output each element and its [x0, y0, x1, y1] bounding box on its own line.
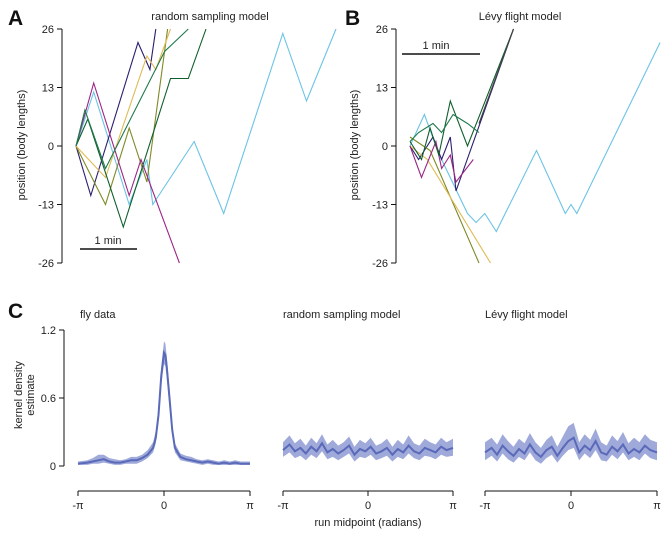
panel-b-trajectory-line — [409, 136, 480, 264]
panel-c-fly-data-x-tick-label: -π — [72, 500, 84, 512]
panel-c-levy-flight-plot: Lévy flight model -π 0 π — [479, 309, 661, 512]
panel-c-random-sampling-x-tick-label: 0 — [365, 500, 371, 512]
panel-b-y-axis: 26 13 0 -13 -26 — [372, 24, 397, 270]
panel-c-levy-flight-confidence-band — [485, 422, 657, 464]
panel-c-levy-flight-x-tick-label: π — [653, 500, 661, 512]
panel-c-y-axis-label-line-1: kernel density — [13, 361, 25, 429]
panel-a-y-tick-label: 13 — [42, 83, 54, 95]
panel-a-title: random sampling model — [151, 11, 268, 23]
panel-b-trajectory-line — [409, 145, 491, 264]
panel-b-series-group — [409, 28, 661, 264]
panel-c-fly-data-x-tick-label: π — [246, 500, 254, 512]
panel-b-trajectory-line — [409, 28, 515, 161]
panel-c-fly-data-plot: fly data 1.2 0.6 0 kernel density estimate… — [13, 309, 254, 512]
panel-c-fly-data-x-axis: -π 0 π — [72, 490, 254, 512]
panel-b-title: Lévy flight model — [479, 11, 562, 23]
panel-c-y-tick-label: 0 — [50, 461, 56, 473]
panel-c-fly-data-mean-line — [77, 349, 250, 465]
panel-c-random-sampling-band-group — [282, 434, 454, 462]
panel-a-trajectory-line — [75, 28, 189, 170]
panel-a-y-axis-label: position (body lengths) — [16, 90, 28, 201]
panel-b-trajectory-line — [478, 28, 515, 124]
panel-a-trajectory-plot: random sampling model 26 13 0 -13 -26 positi… — [16, 11, 337, 270]
panel-a-y-tick-label: -26 — [38, 258, 54, 270]
panel-a-y-tick-label: 26 — [42, 24, 54, 36]
panel-a-trajectory-line — [75, 28, 169, 206]
panel-c-y-axis-label: kernel density estimate — [13, 361, 37, 429]
panel-b-y-tick-label: -13 — [372, 200, 388, 212]
panel-c-levy-flight-x-tick-label: -π — [479, 500, 491, 512]
panel-b-trajectory-line — [409, 113, 480, 142]
panel-b-y-axis-label: position (body lengths) — [349, 90, 361, 201]
panel-c-levy-flight-band-group — [484, 422, 658, 464]
panel-b-trajectory-line — [409, 42, 661, 233]
panel-letter-b: B — [345, 7, 360, 30]
panel-c-random-sampling-title: random sampling model — [283, 309, 400, 321]
panel-c-fly-data-x-tick-label: 0 — [161, 500, 167, 512]
panel-a-y-tick-label: 0 — [48, 141, 54, 153]
panel-b-scale-bar-label: 1 min — [423, 40, 450, 52]
panel-b-trajectory-plot: Lévy flight model 26 13 0 -13 -26 position (… — [349, 11, 661, 270]
panel-c-random-sampling-x-axis: -π 0 π — [277, 490, 457, 512]
panel-c-y-tick-label: 0.6 — [41, 393, 56, 405]
panel-c-random-sampling-x-tick-label: π — [449, 500, 457, 512]
panel-c-levy-flight-title: Lévy flight model — [485, 309, 568, 321]
panel-a-trajectory-line — [75, 28, 172, 179]
panel-b-y-tick-label: 26 — [376, 24, 388, 36]
panel-c-y-axis-label-line-2: estimate — [25, 374, 37, 416]
panel-c-random-sampling-x-tick-label: -π — [277, 500, 289, 512]
panel-c-x-axis-label: run midpoint (radians) — [315, 517, 422, 529]
panel-a-trajectory-line — [75, 28, 337, 216]
panel-c-fly-data-title: fly data — [80, 309, 116, 321]
panel-c-random-sampling-mean-line — [282, 441, 454, 457]
panel-a-series-group — [75, 28, 337, 264]
panel-letter-c: C — [8, 300, 23, 323]
panel-c-levy-flight-x-tick-label: 0 — [568, 500, 574, 512]
panel-b-y-tick-label: 13 — [376, 83, 388, 95]
panel-letter-a: A — [8, 7, 23, 30]
panel-a-trajectory-line — [75, 81, 180, 264]
panel-b-y-tick-label: 0 — [382, 141, 388, 153]
panel-a-y-axis: 26 13 0 -13 -26 — [38, 24, 63, 270]
panel-b-trajectory-line — [409, 28, 515, 192]
panel-a-y-tick-label: -13 — [38, 200, 54, 212]
panel-a-trajectory-line — [75, 28, 157, 198]
panel-c-y-axis: 1.2 0.6 0 — [41, 325, 65, 473]
panel-c-fly-data-band-group — [77, 341, 250, 465]
panel-a-trajectory-line — [75, 28, 207, 229]
panel-c-levy-flight-x-axis: -π 0 π — [479, 490, 661, 512]
panel-c-levy-flight-mean-line — [484, 436, 658, 459]
panel-c-random-sampling-plot: random sampling model -π 0 π run midpoint … — [277, 309, 457, 529]
panel-b-y-tick-label: -26 — [372, 258, 388, 270]
panel-c-y-tick-label: 1.2 — [41, 325, 56, 337]
panel-b-trajectory-line — [409, 139, 474, 184]
panel-a-scale-bar-label: 1 min — [95, 235, 122, 247]
